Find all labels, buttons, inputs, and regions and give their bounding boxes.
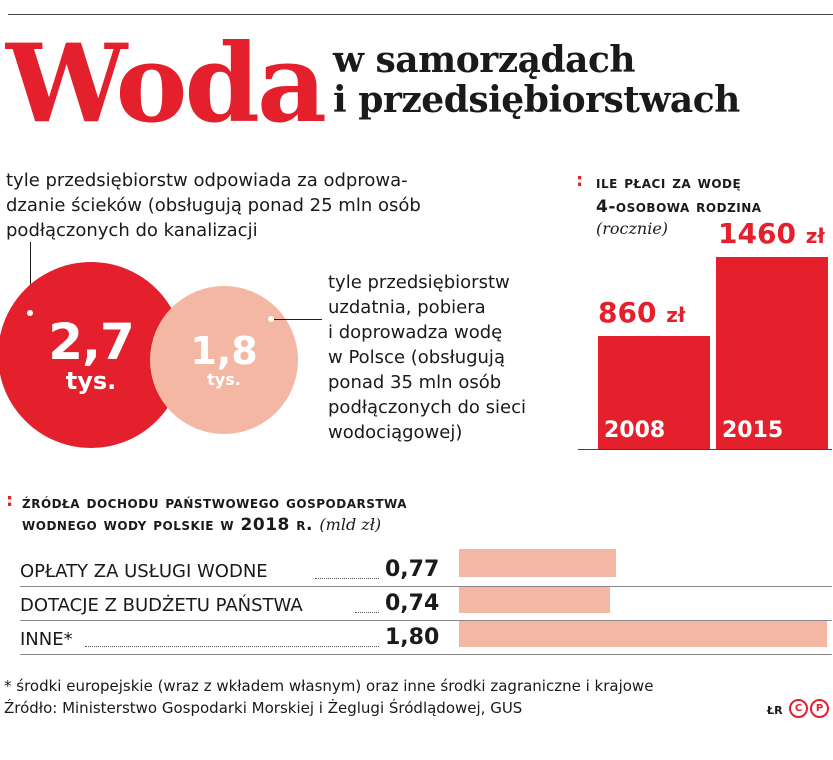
cost-value-2008-unit: zł [666, 302, 686, 327]
cost-bar-2008 [598, 335, 710, 449]
cost-chart-marker: : [576, 170, 584, 191]
water-companies-circle: 1,8 tys. [150, 286, 298, 434]
cost-value-2015-unit: zł [805, 223, 825, 248]
water-description: tyle przedsiębiorstw uzdatnia, pobiera i… [328, 270, 578, 445]
income-value-subsidies: 0,74 [385, 591, 440, 616]
income-bar-other [459, 621, 827, 647]
sewage-description-line: dzanie ścieków (obsługują ponad 25 mln o… [6, 195, 421, 216]
main-title: Woda [6, 21, 327, 147]
income-chart-unit: (mld zł) [319, 515, 382, 534]
cost-value-2008: 860 zł [598, 295, 686, 330]
water-description-line: w Polsce (obsługują [328, 347, 505, 368]
income-bar-subsidies [459, 587, 611, 613]
income-chart-heading-line-2-wrap: Wodnego Wody Polskie w 2018 r. (mld zł) [22, 514, 407, 536]
income-row-rule [20, 654, 832, 655]
income-label-subsidies: DOTACJE Z BUDŻETU PAŃSTWA [20, 595, 303, 616]
cost-value-2015-number: 1460 [718, 216, 796, 250]
subtitle-line-2: i przedsiębiorstwach [333, 79, 740, 121]
cost-chart-heading-line-1: Ile płaci za wodę [596, 173, 742, 193]
cost-chart-heading-line-2: 4-osobowa rodzina [596, 197, 762, 217]
income-chart-heading-line-1: Źródła dochodu Państwowego Gospodarstwa [22, 493, 408, 513]
sewage-leader-dot [27, 310, 33, 316]
water-leader-line [274, 319, 322, 320]
income-label-fees: OPŁATY ZA USŁUGI WODNE [20, 561, 268, 582]
cost-chart-heading: Ile płaci za wodę 4-osobowa rodzina (roc… [596, 172, 762, 240]
source: Źródło: Ministerstwo Gospodarki Morskiej… [4, 699, 523, 717]
water-companies-unit: tys. [207, 370, 241, 389]
subtitle-line-1: w samorządach [333, 39, 636, 81]
income-chart-heading: Źródła dochodu Państwowego Gospodarstwa … [22, 492, 407, 536]
sewage-description-line: tyle przedsiębiorstw odpowiada za odprow… [6, 170, 408, 191]
cost-year-2015: 2015 [722, 418, 784, 443]
income-dots-other [85, 646, 379, 647]
sewage-leader-line [30, 242, 31, 312]
water-description-line: podłączonych do sieci [328, 397, 526, 418]
water-description-line: uzdatnia, pobiera [328, 297, 486, 318]
copyright-c-icon: C [789, 699, 808, 718]
cost-chart-note: (rocznie) [596, 219, 669, 238]
water-leader-dot [268, 316, 274, 322]
income-row-rule [20, 586, 832, 587]
income-value-fees: 0,77 [385, 557, 440, 582]
top-rule [8, 14, 833, 15]
income-chart-marker: : [6, 490, 14, 511]
sewage-companies-unit: tys. [65, 367, 117, 395]
income-dots-fees [315, 578, 379, 579]
sewage-companies-circle: 2,7 tys. [0, 262, 184, 448]
sewage-companies-value: 2,7 [48, 313, 135, 371]
income-value-other: 1,80 [385, 625, 440, 650]
cost-bar-2015 [716, 256, 828, 449]
subtitle: w samorządach i przedsiębiorstwach [333, 40, 740, 120]
sewage-description-line: podłączonych do kanalizacji [6, 220, 258, 241]
cost-value-2015: 1460 zł [718, 216, 825, 251]
water-description-line: i doprowadza wodę [328, 322, 503, 343]
footnote: * środki europejskie (wraz z wkładem wła… [4, 677, 654, 695]
income-chart-heading-line-2: Wodnego Wody Polskie w 2018 r. [22, 515, 313, 535]
cost-chart-baseline [578, 449, 832, 450]
water-companies-value: 1,8 [190, 329, 258, 373]
cost-value-2008-number: 860 [598, 295, 657, 329]
author-credit: ŁR [767, 704, 783, 717]
water-description-line: wodociągowej) [328, 422, 463, 443]
income-label-other: INNE* [20, 629, 73, 650]
sewage-description: tyle przedsiębiorstw odpowiada za odprow… [6, 168, 476, 243]
cost-year-2008: 2008 [604, 418, 666, 443]
income-dots-subsidies [355, 612, 379, 613]
income-row-rule [20, 620, 832, 621]
water-description-line: ponad 35 mln osób [328, 372, 502, 393]
income-bar-fees [459, 549, 617, 577]
water-description-line: tyle przedsiębiorstw [328, 272, 510, 293]
copyright-p-icon: P [810, 699, 829, 718]
